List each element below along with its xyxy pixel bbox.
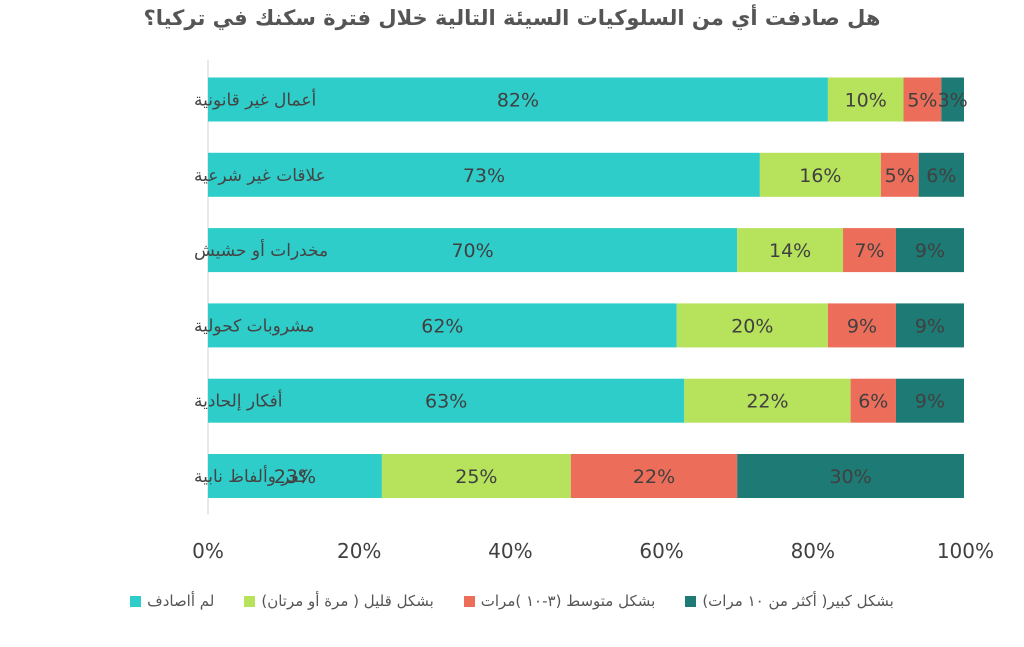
- data-label: 25%: [455, 466, 497, 488]
- legend-swatch: [130, 595, 142, 607]
- legend-swatch: [244, 595, 256, 607]
- legend-label: بشكل قليل ( مرة أو مرتان): [261, 592, 434, 610]
- x-tick-label: 0%: [192, 539, 224, 563]
- bar-segment: [737, 228, 844, 273]
- x-tick-label: 20%: [337, 539, 381, 563]
- data-label: 63%: [425, 391, 467, 413]
- bar-segment: [208, 454, 382, 498]
- data-label: 70%: [451, 240, 493, 262]
- bar-segment: [903, 77, 942, 122]
- data-label: 9%: [915, 240, 945, 262]
- bar-segment: [827, 77, 904, 122]
- data-label: 16%: [799, 165, 841, 187]
- data-label: 20%: [731, 315, 773, 337]
- data-label: 9%: [915, 315, 945, 337]
- category-label: مخدرات أو حشيش: [194, 239, 328, 261]
- bar-segment: [684, 378, 851, 423]
- bar-segment: [895, 303, 964, 348]
- data-label: 62%: [421, 315, 463, 337]
- data-label: 9%: [847, 315, 877, 337]
- data-label: 6%: [926, 165, 956, 187]
- bar-segment: [737, 454, 964, 498]
- data-label: 73%: [463, 165, 505, 187]
- data-label: 23%: [274, 466, 316, 488]
- legend-item: بشكل كبير( أكثر من ١٠ مرات): [685, 592, 894, 610]
- x-tick-label: 60%: [639, 539, 683, 563]
- legend-item: بشكل قليل ( مرة أو مرتان): [244, 592, 434, 610]
- bar-segment: [208, 228, 738, 273]
- data-label: 30%: [829, 466, 871, 488]
- data-label: 14%: [769, 240, 811, 262]
- bar-segment: [759, 152, 881, 197]
- bar-segment: [827, 303, 896, 348]
- bar-segment: [843, 228, 896, 273]
- legend-label: بشكل متوسط (٣-١٠ )مرات: [480, 592, 656, 610]
- data-label: 6%: [858, 391, 888, 413]
- data-label: 3%: [938, 90, 968, 112]
- data-label: 82%: [497, 90, 539, 112]
- bar-segment: [895, 378, 964, 423]
- legend-swatch: [685, 595, 697, 607]
- bar-segment: [941, 77, 964, 122]
- bar-segment: [381, 454, 571, 498]
- chart-title: هل صادفت أي من السلوكيات السيئة التالية …: [143, 6, 881, 30]
- bar-segment: [208, 378, 685, 423]
- bar-segment: [208, 303, 677, 348]
- category-label: أفكار إلحادية: [194, 390, 283, 412]
- category-label: علاقات غير شرعية: [194, 166, 326, 186]
- legend: بشكل كبير( أكثر من ١٠ مرات) بشكل متوسط (٣…: [0, 592, 1024, 610]
- bar-segment: [570, 454, 738, 498]
- category-label: مشروبات كحولية: [194, 316, 314, 336]
- data-label: 7%: [854, 240, 884, 262]
- legend-item: بشكل متوسط (٣-١٠ )مرات: [463, 592, 656, 610]
- bars-layer: 82% 10% 5% 3%73% 16% 5% 6%70% 14% 7% 9%62% 20% 9% 9%…: [208, 77, 968, 498]
- x-tick-label: 80%: [791, 539, 835, 563]
- legend-item: لم أاصادف: [130, 592, 214, 610]
- category-labels: أعمال غير قانونية علاقات غير شرعية مخدرات …: [194, 89, 328, 488]
- bar-segment: [208, 77, 828, 122]
- data-label: 22%: [746, 391, 788, 413]
- data-label: 9%: [915, 391, 945, 413]
- x-tick-label: 40%: [488, 539, 532, 563]
- legend-label: بشكل كبير( أكثر من ١٠ مرات): [702, 592, 894, 610]
- bar-segment: [918, 152, 964, 197]
- bar-segment: [208, 152, 760, 197]
- x-tick-label: 100%: [937, 539, 994, 563]
- data-label: 5%: [885, 165, 915, 187]
- category-label: أعمال غير قانونية: [194, 89, 316, 111]
- bar-segment: [895, 228, 964, 273]
- bar-segment: [850, 378, 896, 423]
- data-label: 5%: [907, 90, 937, 112]
- data-label: 10%: [845, 90, 887, 112]
- category-label: كفر وألفاظ نابية: [194, 465, 308, 487]
- legend-label: لم أاصادف: [147, 592, 215, 610]
- legend-swatch: [463, 595, 475, 607]
- bar-segment: [676, 303, 828, 348]
- x-axis-tick-labels: 0% 20% 40% 60% 80% 100%: [192, 539, 994, 563]
- data-label: 22%: [633, 466, 675, 488]
- bar-segment: [880, 152, 919, 197]
